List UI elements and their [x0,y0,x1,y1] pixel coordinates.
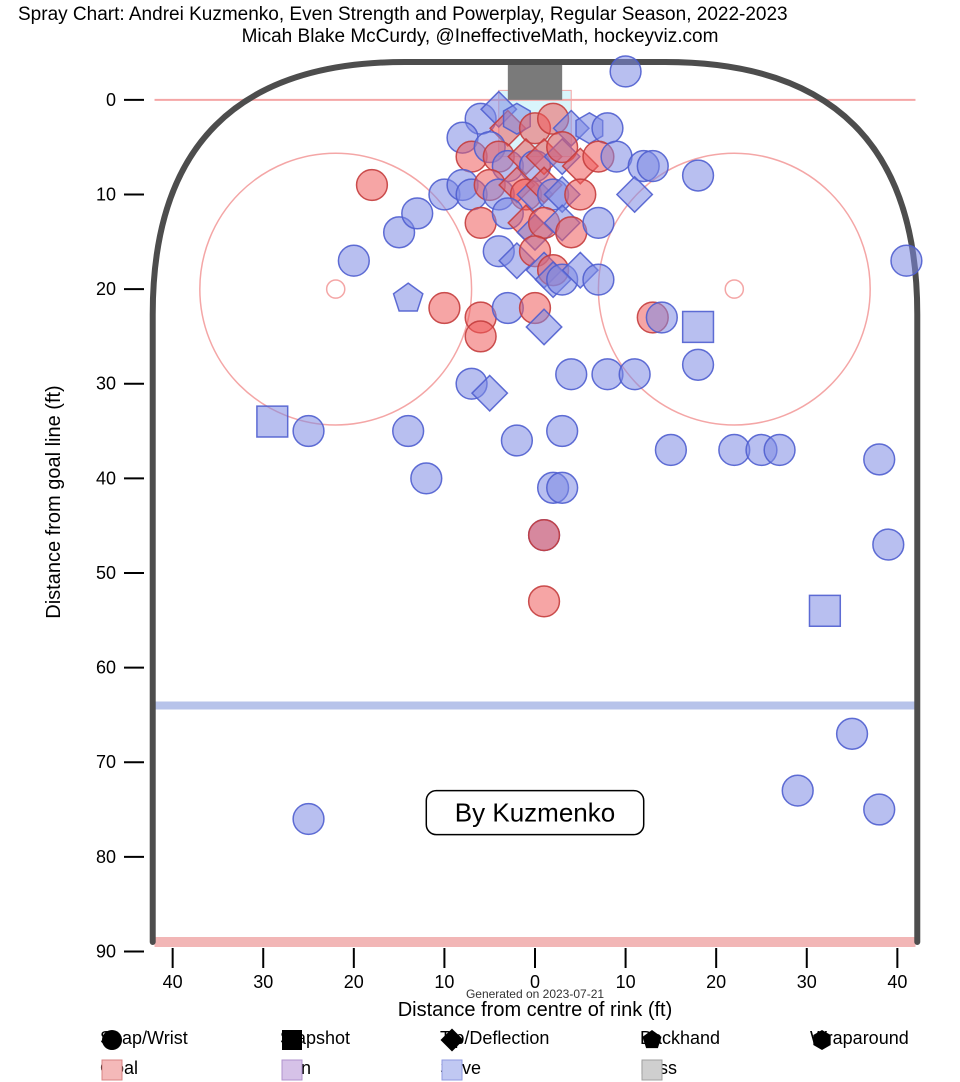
shot-marker [592,359,623,390]
shot-marker [809,595,840,626]
legend-item: Slapshot [280,1028,350,1049]
y-axis-label: Distance from goal line (ft) [43,385,65,618]
shot-marker [873,529,904,560]
y-tick-label: 90 [96,941,116,961]
x-tick-label: 30 [797,972,817,992]
y-tick-label: 0 [106,90,116,110]
shot-marker [565,179,596,210]
legend-item: Snap/Wrist [100,1028,188,1049]
legend-item: Backhand [640,1028,720,1049]
x-tick-label: 10 [616,972,636,992]
shot-marker [764,435,795,466]
shot-marker [547,416,578,447]
shot-marker [837,718,868,749]
shot-marker [501,425,532,456]
shot-marker [864,444,895,475]
x-tick-label: 40 [887,972,907,992]
shot-marker [583,207,614,238]
shot-marker [402,198,433,229]
legend-item: Tip/Deflection [440,1028,549,1049]
legend-item: Iron [280,1058,311,1079]
shot-marker [782,775,813,806]
y-tick-label: 60 [96,658,116,678]
generated-note: Generated on 2023-07-21 [466,987,604,1001]
legend-item: Goal [100,1058,138,1079]
shot-marker [411,463,442,494]
shot-marker [547,472,578,503]
y-tick-label: 20 [96,279,116,299]
shot-marker [293,804,324,835]
shot-marker [465,207,496,238]
shot-marker [583,264,614,295]
shot-marker [683,160,714,191]
shot-marker [357,170,388,201]
shot-marker [646,302,677,333]
shot-marker [394,283,423,311]
spray-chart: Spray Chart: Andrei Kuzmenko, Even Stren… [0,0,960,1062]
shot-marker [683,312,714,343]
shot-marker [465,321,496,352]
x-tick-label: 10 [434,972,454,992]
y-tick-label: 30 [96,374,116,394]
shot-marker [592,113,623,144]
shot-marker [637,151,668,182]
y-tick-label: 50 [96,563,116,583]
shot-marker [429,293,460,324]
shot-marker [617,177,652,212]
y-tick-label: 70 [96,752,116,772]
shot-marker [619,359,650,390]
x-tick-label: 40 [163,972,183,992]
x-tick-label: 20 [706,972,726,992]
shot-marker [719,435,750,466]
shot-marker [891,245,922,276]
shot-marker [529,586,560,617]
x-tick-label: 30 [253,972,273,992]
legend-item: Miss [640,1058,677,1079]
y-tick-label: 80 [96,847,116,867]
x-axis-label: Distance from centre of rink (ft) [398,999,673,1021]
plot-area: By Kuzmenko01020304050607080904030201001… [0,0,960,1062]
legend-item: Save [440,1058,481,1079]
shot-marker [556,217,587,248]
shot-marker [655,435,686,466]
legend-item: Wraparound [810,1028,909,1049]
shot-marker [492,293,523,324]
shot-marker [864,794,895,825]
shot-marker [257,406,288,437]
x-tick-label: 20 [344,972,364,992]
shot-marker [601,141,632,172]
shot-marker [683,349,714,380]
y-tick-label: 40 [96,468,116,488]
player-label: By Kuzmenko [455,798,615,828]
shot-marker [556,359,587,390]
shot-marker [529,520,560,551]
shot-marker [393,416,424,447]
shot-marker [293,416,324,447]
shot-marker [338,245,369,276]
y-tick-label: 10 [96,184,116,204]
shot-marker [610,56,641,87]
